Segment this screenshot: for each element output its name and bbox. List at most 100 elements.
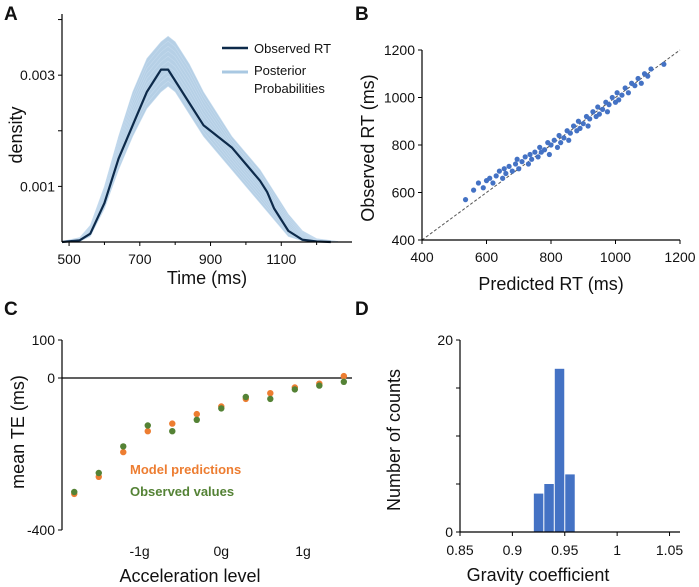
x-tick-label: 800: [539, 249, 563, 265]
x-ticks: 500 700 900 1100: [57, 242, 318, 267]
scatter-point: [506, 163, 512, 169]
observed-point: [193, 416, 200, 423]
scatter-point: [554, 144, 561, 150]
y-ticks: 100 0 -400: [27, 332, 62, 538]
scatter-point: [548, 142, 554, 148]
y-minor-ticks: [58, 19, 62, 132]
scatter-point: [648, 66, 654, 72]
scatter-point: [596, 111, 602, 117]
x-ticks: 400 600 800 1000 1200: [410, 240, 696, 265]
observed-rt-curve: [61, 68, 331, 244]
y-axis-label: Number of counts: [384, 369, 404, 511]
y-axis-label: density: [6, 106, 26, 163]
scatter-point: [475, 180, 482, 186]
scatter-point: [575, 118, 582, 124]
scatter-point: [537, 144, 543, 150]
scatter-point: [516, 166, 522, 172]
scatter-point: [606, 102, 612, 108]
observed-point: [144, 422, 151, 429]
observed-point: [169, 428, 176, 435]
scatter-point: [614, 90, 620, 96]
y-ticks: 400 600 800 1000 1200: [384, 42, 422, 248]
scatter-point: [490, 180, 496, 186]
scatter-point: [551, 137, 557, 143]
scatter-points: [462, 61, 667, 203]
observed-point: [218, 405, 225, 412]
x-axis-label: Predicted RT (ms): [478, 274, 623, 294]
panel-c-label: C: [4, 299, 18, 320]
posterior-sample-line: [61, 35, 338, 242]
scatter-point: [561, 135, 567, 141]
histogram-bar: [544, 484, 554, 532]
y-tick-label: 0: [47, 370, 55, 386]
y-ticks: 0.001 0.003: [20, 67, 62, 194]
scatter-point: [509, 168, 515, 174]
observed-point: [71, 488, 78, 496]
x-tick-label: 500: [57, 251, 81, 267]
model-point: [340, 372, 348, 380]
scatter-point: [632, 83, 638, 89]
scatter-point: [661, 61, 667, 67]
scatter-point: [535, 154, 541, 160]
x-tick-label: 1.05: [656, 542, 683, 558]
scatter-point: [532, 149, 538, 155]
scatter-point: [493, 173, 499, 179]
x-tick-label: 0.9: [503, 542, 523, 558]
observed-point: [291, 386, 299, 393]
model-point: [120, 448, 127, 456]
model-point: [169, 420, 176, 427]
legend-observed-label: Observed RT: [254, 41, 331, 56]
y-axis-label: Observed RT (ms): [358, 74, 378, 221]
y-tick-label: 20: [437, 332, 453, 348]
posterior-sample-line: [61, 80, 338, 243]
scatter-point: [556, 132, 562, 139]
scatter-point: [501, 166, 507, 172]
scatter-point: [480, 185, 486, 191]
scatter-point: [635, 75, 641, 82]
scatter-point: [587, 116, 593, 122]
x-axis-label: Time (ms): [167, 268, 247, 288]
scatter-point: [570, 123, 577, 129]
y-tick-label: 1000: [384, 90, 415, 106]
histogram-bar: [554, 368, 565, 532]
y-tick-label: 400: [392, 232, 416, 248]
scatter-point: [541, 147, 548, 153]
x-tick-label: 1200: [664, 249, 695, 265]
y-tick-label: 0: [445, 524, 453, 540]
scatter-point: [619, 92, 625, 98]
scatter-point: [622, 85, 628, 91]
x-tick-label: -1g: [129, 543, 149, 559]
panel-c: C -1g 0g 1g 100 0 -400 Model predictions Obs…: [4, 299, 352, 586]
histogram-bar: [533, 493, 544, 532]
posterior-band-area: [62, 36, 338, 243]
y-tick-label: 1200: [384, 42, 415, 58]
scatter-point: [645, 73, 651, 79]
posterior-sample-line: [61, 50, 338, 242]
posterior-sample-line: [61, 85, 338, 243]
x-ticks: -1g 0g 1g: [129, 543, 310, 559]
x-axis-label: Gravity coefficient: [467, 565, 610, 585]
y-tick-label: 0.001: [20, 178, 55, 194]
scatter-point: [462, 197, 469, 203]
scatter-point: [638, 80, 644, 86]
scatter-point: [567, 130, 573, 136]
observed-rt-line: [61, 68, 331, 244]
model-point: [267, 390, 274, 397]
scatter-point: [471, 187, 477, 193]
posterior-sample-line: [61, 60, 338, 243]
x-tick-label: 700: [128, 251, 152, 267]
posterior-sample-line: [61, 55, 338, 242]
legend-posterior-label: Posterior Probabilities: [254, 63, 325, 96]
scatter-point: [625, 90, 632, 96]
scatter-point: [609, 94, 615, 101]
posterior-sample-line: [61, 45, 338, 242]
y-axis-label: mean TE (ms): [8, 375, 28, 489]
x-tick-label: 0.95: [551, 542, 578, 558]
scatter-point: [546, 151, 552, 158]
observed-point: [242, 393, 250, 401]
scatter-point: [558, 140, 564, 146]
observed-point: [95, 469, 102, 477]
scatter-point: [577, 125, 583, 131]
scatter-point: [616, 97, 622, 103]
scatter-point: [585, 123, 591, 129]
